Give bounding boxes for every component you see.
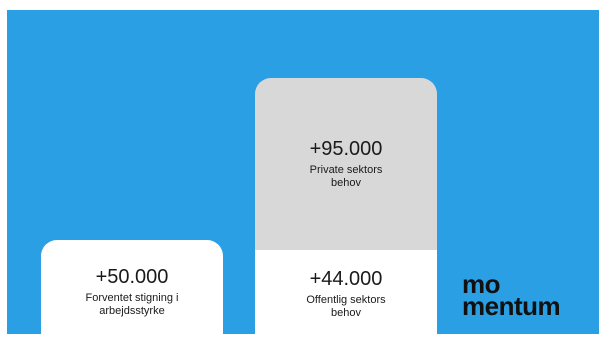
chart-slide: +50.000 Forventet stigning i arbejdsstyr… — [7, 10, 599, 334]
bar-workforce-content: +50.000 Forventet stigning i arbejdsstyr… — [41, 266, 223, 318]
bar-public-value: +44.000 — [309, 268, 383, 290]
bar-private-value: +95.000 — [309, 138, 383, 160]
momentum-logo: mo mentum — [462, 269, 561, 321]
bar-workforce-label: Forventet stigning i arbejdsstyrke — [85, 292, 179, 317]
logo-line-2: mentum — [462, 291, 561, 321]
logo-line-1: mo — [462, 269, 501, 299]
bar-private-label: Private sektors behov — [309, 164, 383, 189]
bar-segment-public: +44.000 Offentlig sektors behov — [255, 250, 437, 334]
bar-workforce-increase: +50.000 Forventet stigning i arbejdsstyr… — [41, 240, 223, 334]
bar-public-label: Offentlig sektors behov — [306, 294, 386, 319]
bar-sector-needs: +95.000 Private sektors behov +44.000 Of… — [255, 78, 437, 334]
bar-segment-private: +95.000 Private sektors behov — [255, 78, 437, 250]
bar-workforce-value: +50.000 — [95, 266, 169, 288]
